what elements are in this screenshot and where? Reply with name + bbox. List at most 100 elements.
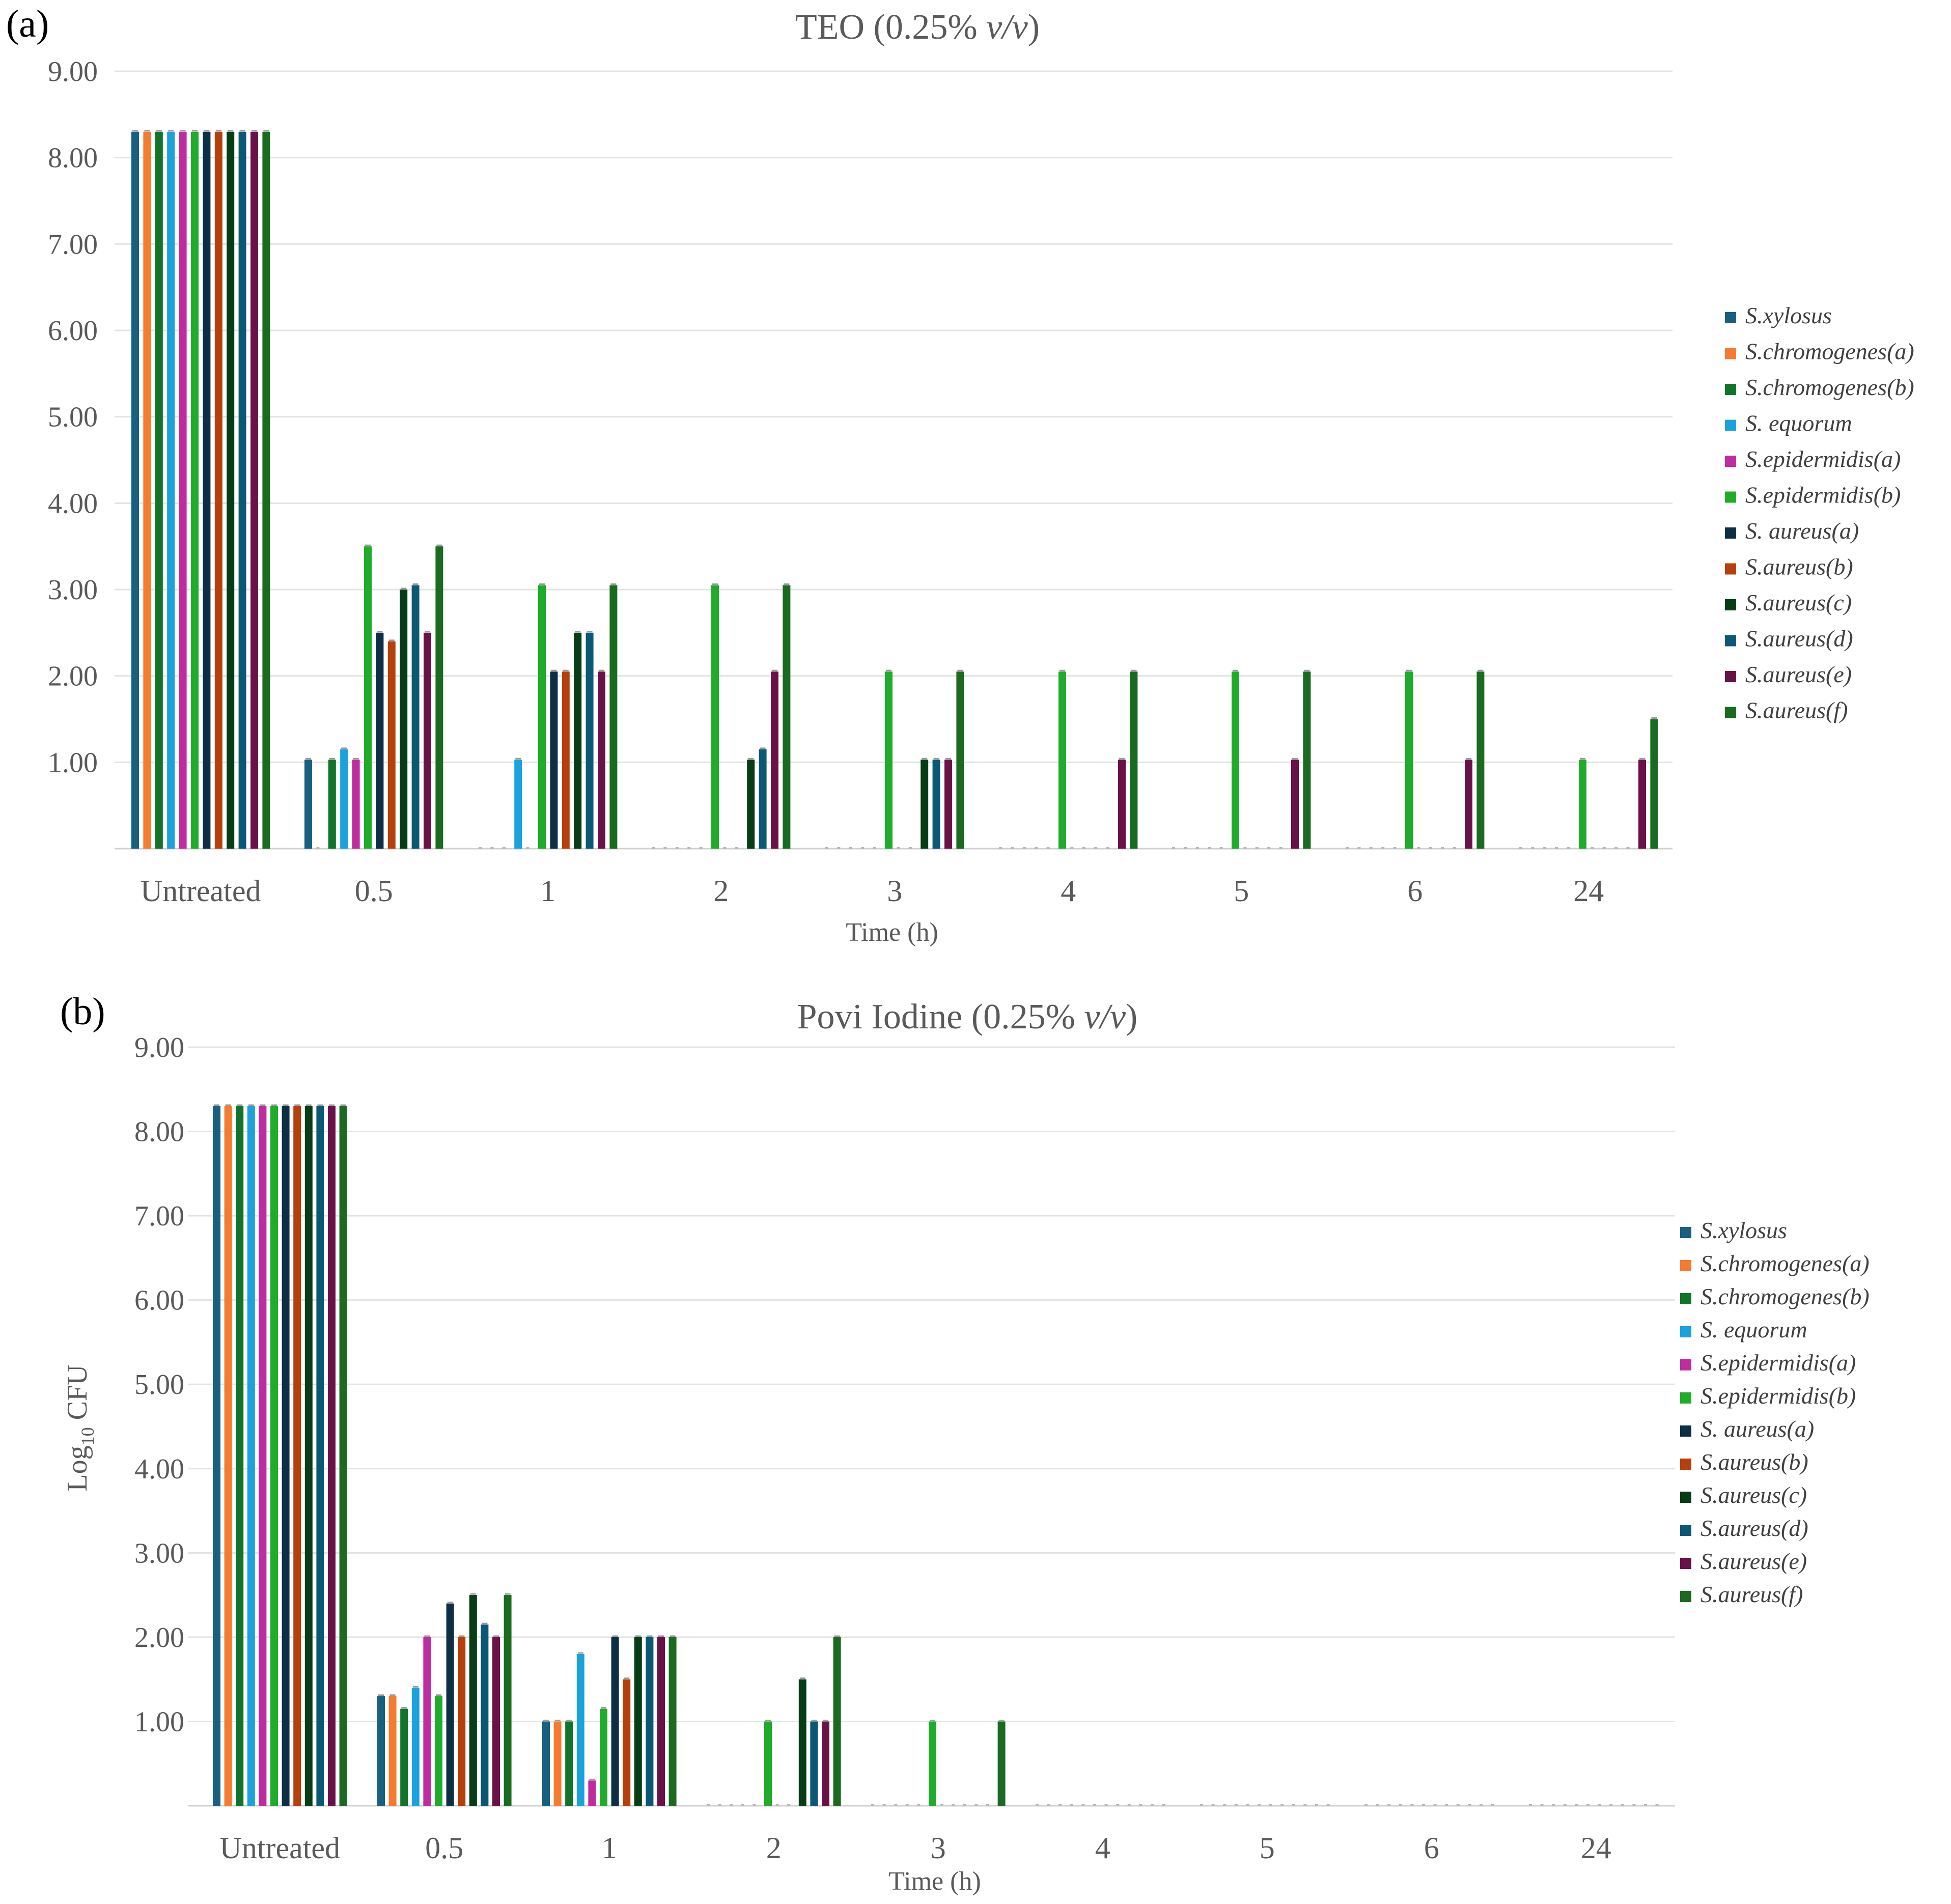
legend-swatch [1680,1492,1691,1503]
bar [435,546,443,849]
legend-entry: S.xylosus [1745,302,1832,328]
legend-entry: S. aureus(a) [1745,518,1859,544]
legend-entry: S. aureus(a) [1701,1416,1814,1442]
legend-entry: S.aureus(f) [1745,697,1848,723]
bar [623,1679,631,1806]
panel-label: (a) [6,3,49,45]
x-category-label: 3 [887,874,902,908]
bar [328,760,336,849]
x-category-label: 5 [1234,874,1249,908]
bar [944,760,952,849]
x-category-label: Untreated [220,1831,341,1865]
bar [179,131,187,849]
bar [328,1106,336,1806]
bar [747,760,755,849]
bar [646,1637,654,1806]
bar [711,585,719,849]
bar [259,1106,267,1806]
legend-swatch [1680,1525,1691,1536]
bar [997,1721,1006,1806]
x-category-label: 3 [931,1831,946,1865]
bar [586,632,594,849]
bar [1130,671,1138,849]
y-tick-label: 6.00 [48,315,98,347]
legend-swatch [1725,635,1736,647]
bar [514,760,522,849]
bar [798,1679,806,1806]
bar [634,1637,642,1806]
bar [143,131,151,849]
bar [932,760,940,849]
x-category-label: 4 [1095,1831,1110,1865]
y-tick-label: 7.00 [134,1200,184,1232]
bar [588,1780,596,1806]
x-category-label: 24 [1573,874,1604,908]
legend-entry: S.chromogenes(a) [1701,1250,1870,1276]
bar [538,585,546,849]
bar [1476,671,1485,849]
bar [262,131,270,849]
legend-entry: S.aureus(c) [1745,590,1852,615]
bar [1303,671,1311,849]
legend-swatch [1680,1459,1691,1470]
bar [388,1696,397,1806]
bar [131,131,139,849]
chart-title: TEO (0.25% v/v) [795,8,1040,47]
bar [238,131,246,849]
bar [565,1721,573,1806]
x-category-label: 24 [1581,1831,1611,1865]
chart-panel-b: (b) Povi Iodine (0.25% v/v) Log10 CFU 9.… [60,990,1870,1896]
bar [424,632,431,849]
y-tick-label: 1.00 [48,747,98,778]
bar [214,131,222,849]
bar [921,760,929,849]
bar [446,1603,454,1806]
bar [203,131,211,849]
y-tick-label: 9.00 [134,1032,184,1063]
x-category-label: 0.5 [425,1831,463,1865]
bar [1650,719,1658,849]
bar [956,671,964,849]
x-category-label: 1 [540,874,555,908]
legend-entry: S.xylosus [1701,1217,1787,1243]
bar [400,1709,408,1806]
legend-entry: S.aureus(b) [1745,554,1853,580]
legend-entry: S.chromogenes(b) [1745,374,1914,400]
legend-swatch [1680,1293,1691,1304]
legend-swatch [1725,599,1736,610]
legend-swatch [1680,1359,1691,1370]
y-tick-label: 8.00 [134,1116,184,1148]
bar [759,749,767,849]
legend-swatch [1725,384,1736,395]
bar [1579,760,1586,849]
panel-label: (b) [60,990,105,1033]
bar [435,1696,442,1806]
bar [1291,760,1299,849]
bar [304,1106,313,1806]
x-category-label: 4 [1061,874,1076,908]
y-tick-label: 4.00 [48,488,98,519]
legend-swatch [1680,1591,1691,1602]
x-category-label: 6 [1424,1831,1439,1865]
bar [668,1637,677,1806]
legend-entry: S.epidermidis(a) [1745,446,1901,472]
bar [576,1654,584,1806]
y-tick-label: 8.00 [48,143,98,174]
y-tick-label: 3.00 [134,1537,184,1569]
bar [1638,760,1646,849]
bar [542,1721,550,1806]
bar [387,641,396,849]
bar [492,1637,500,1806]
x-category-label: Untreated [141,874,261,908]
legend-swatch [1680,1326,1691,1337]
bar [1232,671,1239,849]
bar [423,1637,431,1806]
y-tick-label: 4.00 [134,1453,184,1485]
x-category-label: 2 [713,874,729,908]
bar [1405,671,1413,849]
legend-entry: S.aureus(d) [1701,1515,1808,1541]
bar [822,1721,829,1806]
bar [227,131,235,849]
y-tick-label: 6.00 [134,1285,184,1317]
bar [598,671,605,849]
